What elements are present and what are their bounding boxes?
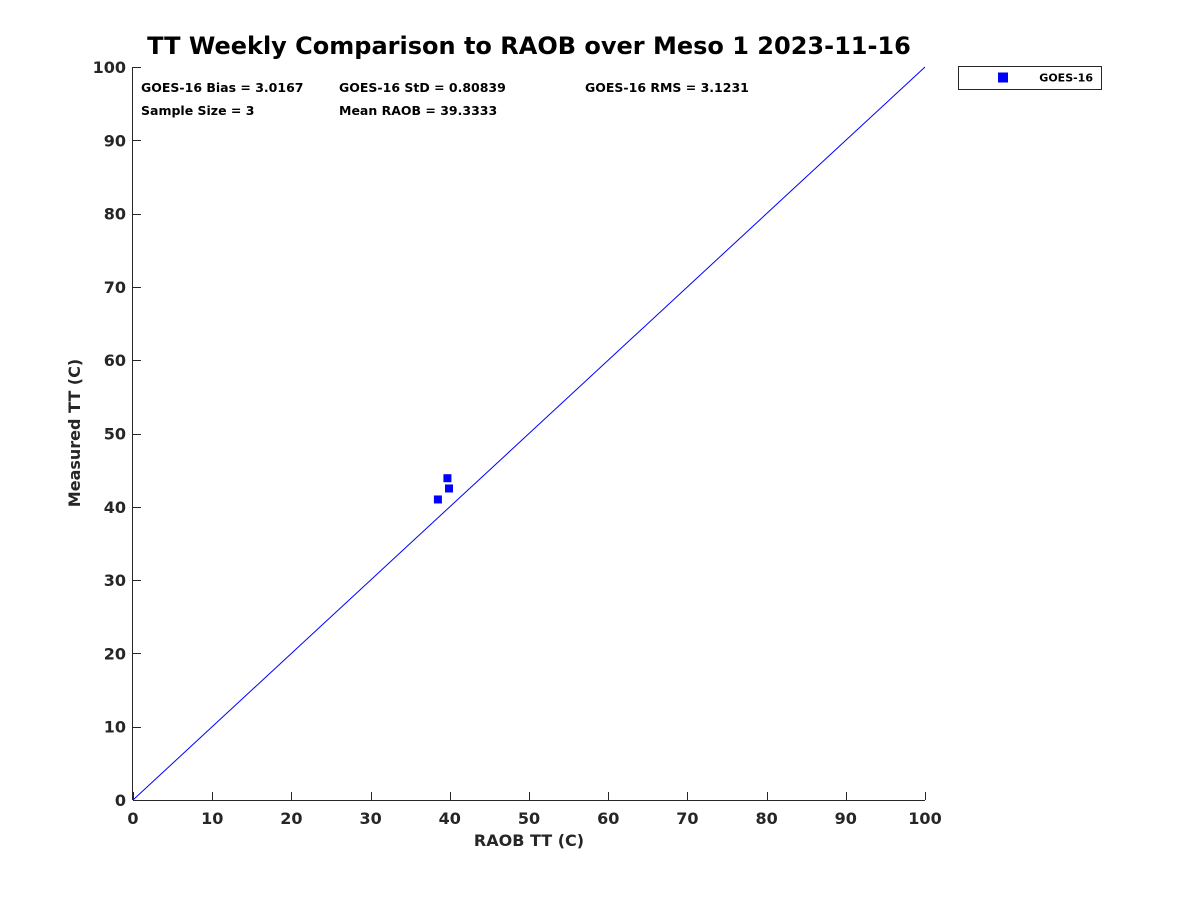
- y-tick-label: 90: [104, 131, 126, 150]
- y-axis-label: Measured TT (C): [65, 359, 84, 507]
- one-to-one-line: [132, 66, 926, 801]
- x-tick-label: 10: [201, 809, 223, 828]
- y-ticks: 0 10 20 30 40 50 60 70 80 90 100: [93, 58, 141, 810]
- stat-rms: GOES-16 RMS = 3.1231: [585, 80, 749, 95]
- y-tick-label: 100: [93, 58, 126, 77]
- y-tick-label: 70: [104, 278, 126, 297]
- legend: GOES-16: [958, 66, 1102, 90]
- data-points: [433, 474, 454, 504]
- statistics-annotation: GOES-16 Bias = 3.0167 GOES-16 StD = 0.80…: [141, 80, 749, 118]
- data-point: [433, 495, 442, 504]
- y-tick-label: 80: [104, 205, 126, 224]
- plot-area: 0 10 20 30 40 50 60 70 80 90 100 0 10 20 30 40 50 60 70 80…: [93, 58, 942, 828]
- legend-label-goes16: GOES-16: [1039, 72, 1093, 85]
- x-tick-label: 40: [439, 809, 461, 828]
- legend-box: [958, 66, 1102, 90]
- x-axis: 0 10 20 30 40 50 60 70 80 90 100: [127, 792, 942, 828]
- y-tick-label: 10: [104, 718, 126, 737]
- stat-sample-size: Sample Size = 3: [141, 103, 254, 118]
- y-tick-label: 30: [104, 571, 126, 590]
- y-tick-label: 20: [104, 644, 126, 663]
- x-tick-label: 60: [597, 809, 619, 828]
- stat-std: GOES-16 StD = 0.80839: [339, 80, 506, 95]
- x-tick-label: 30: [359, 809, 381, 828]
- y-tick-label: 50: [104, 425, 126, 444]
- x-tick-label: 50: [518, 809, 540, 828]
- stat-mean-raob: Mean RAOB = 39.3333: [339, 103, 497, 118]
- data-point: [443, 474, 452, 483]
- x-tick-label: 0: [127, 809, 138, 828]
- x-tick-label: 20: [280, 809, 302, 828]
- y-tick-label: 0: [115, 791, 126, 810]
- x-tick-label: 70: [676, 809, 698, 828]
- x-tick-label: 90: [835, 809, 857, 828]
- y-tick-label: 60: [104, 351, 126, 370]
- x-tick-label: 80: [755, 809, 777, 828]
- chart-title: TT Weekly Comparison to RAOB over Meso 1…: [147, 32, 911, 60]
- x-ticks: 0 10 20 30 40 50 60 70 80 90 100: [127, 792, 942, 828]
- x-tick-label: 100: [908, 809, 941, 828]
- x-axis-label: RAOB TT (C): [474, 831, 584, 850]
- y-tick-label: 40: [104, 498, 126, 517]
- stat-bias: GOES-16 Bias = 3.0167: [141, 80, 303, 95]
- y-axis: 0 10 20 30 40 50 60 70 80 90 100: [93, 58, 141, 810]
- legend-marker-goes16: [998, 72, 1008, 83]
- data-point: [445, 484, 454, 493]
